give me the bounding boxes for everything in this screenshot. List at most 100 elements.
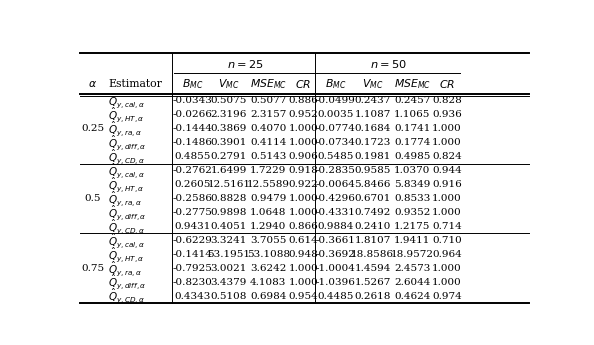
Text: 2.3157: 2.3157 — [250, 110, 286, 119]
Text: 5.8349: 5.8349 — [394, 180, 430, 189]
Text: 18.9572: 18.9572 — [391, 250, 434, 259]
Text: 5.8466: 5.8466 — [355, 180, 391, 189]
Text: 1.000: 1.000 — [432, 124, 462, 133]
Text: -0.2775: -0.2775 — [173, 208, 213, 217]
Text: 3.0021: 3.0021 — [211, 264, 247, 273]
Text: -0.7925: -0.7925 — [173, 264, 213, 273]
Text: 0.866: 0.866 — [289, 222, 318, 231]
Text: 3.6242: 3.6242 — [250, 264, 286, 273]
Text: 0.9479: 0.9479 — [250, 194, 286, 203]
Text: $V_{MC}$: $V_{MC}$ — [362, 77, 383, 91]
Text: 0.4624: 0.4624 — [394, 292, 430, 300]
Text: 1.000: 1.000 — [432, 194, 462, 203]
Text: $\alpha$: $\alpha$ — [88, 79, 97, 89]
Text: 1.000: 1.000 — [432, 138, 462, 147]
Text: 0.2791: 0.2791 — [211, 152, 247, 161]
Text: 3.7055: 3.7055 — [250, 236, 286, 245]
Text: 0.2605: 0.2605 — [175, 180, 211, 189]
Text: 0.1774: 0.1774 — [394, 138, 430, 147]
Text: -0.0266: -0.0266 — [173, 110, 213, 119]
Text: 1.4594: 1.4594 — [355, 264, 391, 273]
Text: 0.906: 0.906 — [289, 152, 318, 161]
Text: -0.0499: -0.0499 — [316, 96, 356, 105]
Text: -0.3661: -0.3661 — [316, 236, 356, 245]
Text: $\hat{Q}_{y,diff,\alpha}$: $\hat{Q}_{y,diff,\alpha}$ — [108, 273, 147, 292]
Text: $\hat{Q}_{y,ra,\alpha}$: $\hat{Q}_{y,ra,\alpha}$ — [108, 119, 143, 138]
Text: 0.3869: 0.3869 — [211, 124, 247, 133]
Text: 0.4985: 0.4985 — [394, 152, 430, 161]
Text: 3.4379: 3.4379 — [211, 278, 247, 287]
Text: 1.2940: 1.2940 — [250, 222, 286, 231]
Text: $\hat{Q}_{y,cal,\alpha}$: $\hat{Q}_{y,cal,\alpha}$ — [108, 91, 146, 110]
Text: 0.916: 0.916 — [432, 180, 462, 189]
Text: 1.0648: 1.0648 — [250, 208, 286, 217]
Text: -0.0774: -0.0774 — [316, 124, 356, 133]
Text: 0.9898: 0.9898 — [211, 208, 247, 217]
Text: $\hat{Q}_{y,CD,\alpha}$: $\hat{Q}_{y,CD,\alpha}$ — [108, 217, 146, 236]
Text: 0.9884: 0.9884 — [318, 222, 354, 231]
Text: 0.954: 0.954 — [289, 292, 318, 300]
Text: 0.8828: 0.8828 — [211, 194, 247, 203]
Text: 1.000: 1.000 — [289, 138, 318, 147]
Text: -0.4331: -0.4331 — [316, 208, 356, 217]
Text: -0.2762: -0.2762 — [173, 166, 213, 175]
Text: $n = 25$: $n = 25$ — [227, 58, 264, 70]
Text: 0.974: 0.974 — [432, 292, 462, 300]
Text: 0.828: 0.828 — [432, 96, 462, 105]
Text: 0.5485: 0.5485 — [318, 152, 354, 161]
Text: 1.000: 1.000 — [432, 278, 462, 287]
Text: 0.944: 0.944 — [432, 166, 462, 175]
Text: 0.9352: 0.9352 — [394, 208, 430, 217]
Text: $MSE_{MC}$: $MSE_{MC}$ — [394, 77, 431, 91]
Text: -0.3692: -0.3692 — [316, 250, 356, 259]
Text: 1.1065: 1.1065 — [394, 110, 430, 119]
Text: 0.0035: 0.0035 — [318, 110, 354, 119]
Text: 0.5108: 0.5108 — [211, 292, 247, 300]
Text: 0.918: 0.918 — [289, 166, 318, 175]
Text: 1.000: 1.000 — [289, 124, 318, 133]
Text: -0.2835: -0.2835 — [316, 166, 356, 175]
Text: Estimator: Estimator — [108, 79, 162, 89]
Text: 0.710: 0.710 — [432, 236, 462, 245]
Text: 0.2437: 0.2437 — [355, 96, 391, 105]
Text: -0.0064: -0.0064 — [316, 180, 356, 189]
Text: $CR$: $CR$ — [295, 78, 312, 90]
Text: 2.4573: 2.4573 — [394, 264, 430, 273]
Text: $\hat{Q}_{y,CD,\alpha}$: $\hat{Q}_{y,CD,\alpha}$ — [108, 287, 146, 305]
Text: 0.4070: 0.4070 — [250, 124, 286, 133]
Text: 0.4114: 0.4114 — [250, 138, 286, 147]
Text: 0.5: 0.5 — [84, 194, 101, 203]
Text: 1.6499: 1.6499 — [211, 166, 247, 175]
Text: 1.000: 1.000 — [432, 264, 462, 273]
Text: 2.3196: 2.3196 — [211, 110, 247, 119]
Text: 0.2457: 0.2457 — [394, 96, 430, 105]
Text: 1.9411: 1.9411 — [394, 236, 430, 245]
Text: 0.886: 0.886 — [289, 96, 318, 105]
Text: 0.1741: 0.1741 — [394, 124, 430, 133]
Text: 0.952: 0.952 — [289, 110, 318, 119]
Text: -0.6229: -0.6229 — [173, 236, 213, 245]
Text: -0.1486: -0.1486 — [173, 138, 213, 147]
Text: 0.2410: 0.2410 — [355, 222, 391, 231]
Text: 0.6701: 0.6701 — [355, 194, 391, 203]
Text: -0.0343: -0.0343 — [173, 96, 213, 105]
Text: 1.2175: 1.2175 — [394, 222, 430, 231]
Text: $B_{MC}$: $B_{MC}$ — [325, 77, 346, 91]
Text: $\hat{Q}_{y,cal,\alpha}$: $\hat{Q}_{y,cal,\alpha}$ — [108, 161, 146, 180]
Text: -0.2586: -0.2586 — [173, 194, 213, 203]
Text: 1.7229: 1.7229 — [250, 166, 286, 175]
Text: 1.000: 1.000 — [289, 194, 318, 203]
Text: $n = 50$: $n = 50$ — [370, 58, 407, 70]
Text: 0.1684: 0.1684 — [355, 124, 391, 133]
Text: 0.4343: 0.4343 — [175, 292, 211, 300]
Text: 1.1087: 1.1087 — [355, 110, 391, 119]
Text: $\hat{Q}_{y,cal,\alpha}$: $\hat{Q}_{y,cal,\alpha}$ — [108, 231, 146, 250]
Text: -1.0396: -1.0396 — [316, 278, 356, 287]
Text: 3.3241: 3.3241 — [211, 236, 247, 245]
Text: 0.2618: 0.2618 — [355, 292, 391, 300]
Text: 0.7492: 0.7492 — [355, 208, 391, 217]
Text: $\hat{Q}_{y,ra,\alpha}$: $\hat{Q}_{y,ra,\alpha}$ — [108, 259, 143, 277]
Text: 0.1723: 0.1723 — [355, 138, 391, 147]
Text: 0.9585: 0.9585 — [355, 166, 391, 175]
Text: 0.714: 0.714 — [432, 222, 462, 231]
